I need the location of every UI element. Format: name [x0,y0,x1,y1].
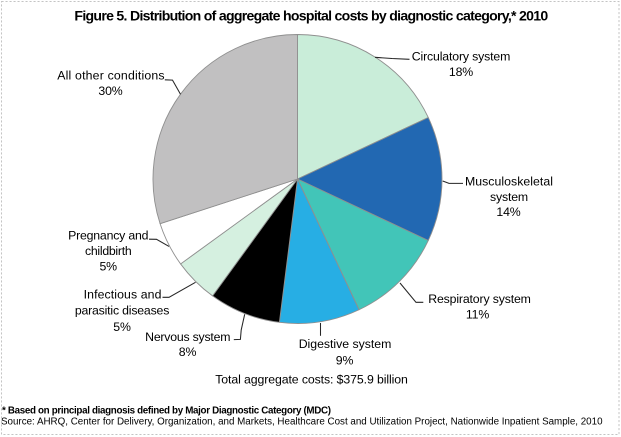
svg-text:Respiratory system: Respiratory system [428,292,531,306]
svg-text:18%: 18% [449,65,473,79]
svg-text:8%: 8% [179,345,197,359]
svg-text:All other conditions: All other conditions [57,69,165,83]
svg-text:Pregnancy and: Pregnancy and [68,229,149,243]
svg-text:Musculoskeletal: Musculoskeletal [465,174,553,188]
svg-text:* Based on principal diagnosis: * Based on principal diagnosis defined b… [2,406,331,417]
svg-text:system: system [490,190,528,204]
svg-text:Circulatory system: Circulatory system [412,49,510,63]
svg-text:Digestive system: Digestive system [299,337,392,351]
svg-text:Figure 5. Distribution of aggr: Figure 5. Distribution of aggregate hosp… [74,8,548,24]
svg-text:11%: 11% [466,307,489,321]
svg-text:parasitic diseases: parasitic diseases [75,303,169,317]
svg-text:9%: 9% [336,353,354,367]
svg-text:5%: 5% [113,320,131,334]
svg-text:Infectious and: Infectious and [84,288,162,302]
svg-text:14%: 14% [496,205,520,219]
svg-text:Source: AHRQ, Center for Deliv: Source: AHRQ, Center for Delivery, Organ… [1,417,603,428]
svg-text:childbirth: childbirth [85,244,132,258]
svg-text:Total aggregate costs: $375.9: Total aggregate costs: $375.9 billion [215,373,408,387]
svg-text:Nervous system: Nervous system [145,330,230,344]
svg-text:5%: 5% [99,259,117,273]
svg-text:30%: 30% [98,84,122,98]
